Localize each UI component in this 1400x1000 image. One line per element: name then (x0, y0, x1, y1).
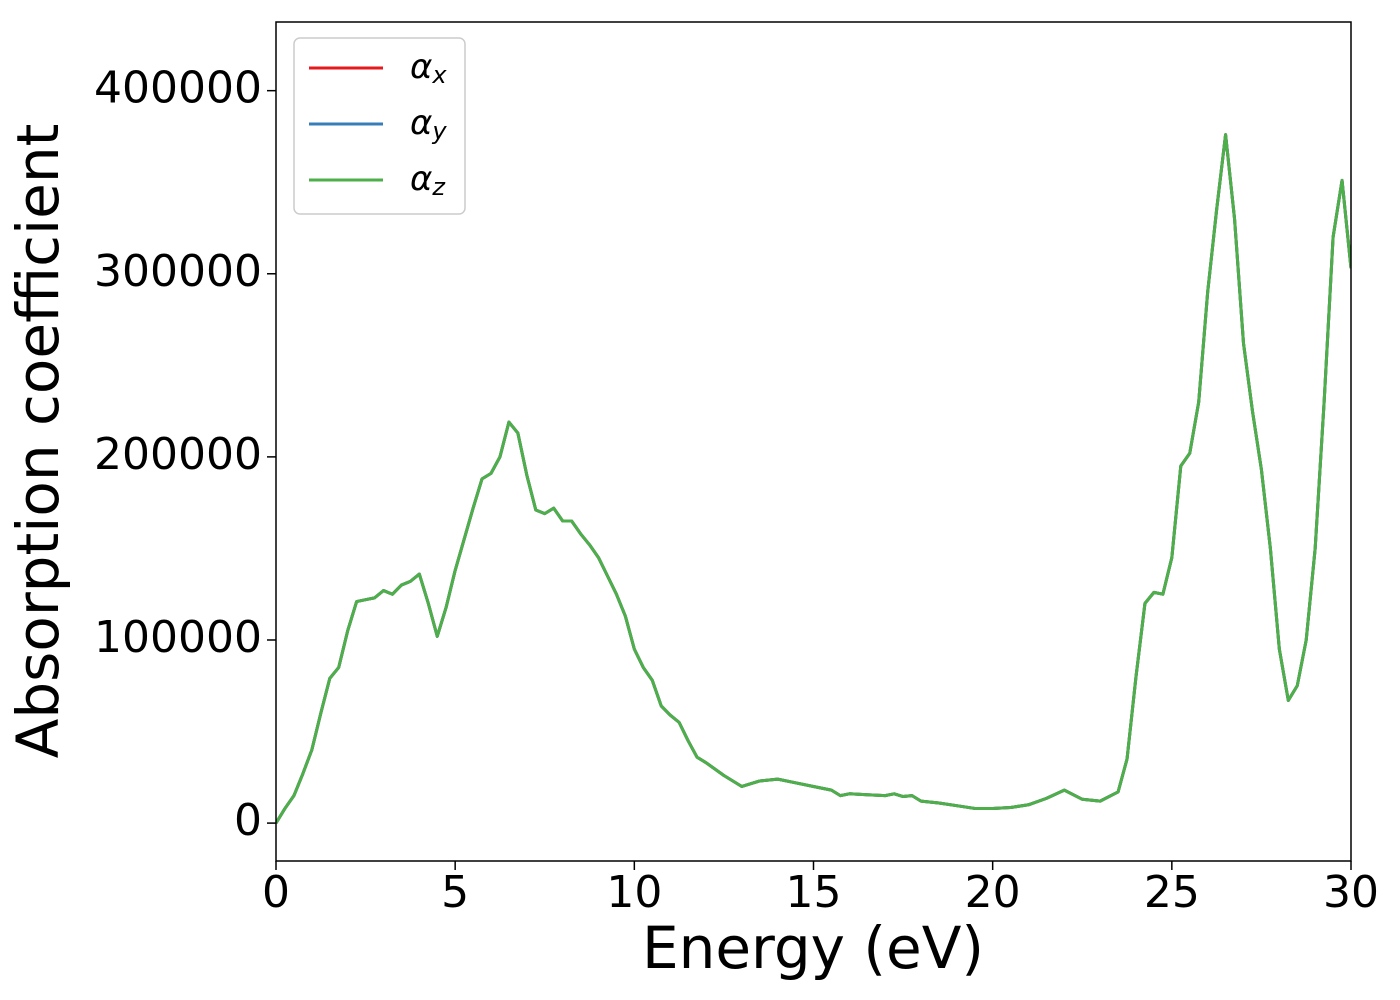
x-tick-label: 10 (606, 867, 662, 918)
x-tick-label: 5 (441, 867, 469, 918)
y-tick-label: 0 (234, 795, 262, 846)
y-tick-label: 300000 (94, 246, 262, 297)
x-tick-label: 25 (1144, 867, 1200, 918)
legend-label: αy (410, 103, 447, 146)
plot-frame (275, 21, 1352, 862)
x-tick-label: 20 (965, 867, 1021, 918)
x-tick-label: 0 (262, 867, 290, 918)
y-tick-label: 200000 (94, 429, 262, 480)
x-axis-label: Energy (eV) (642, 914, 984, 982)
legend-label: αx (410, 47, 447, 90)
x-tick-label: 15 (786, 867, 842, 918)
y-tick-label: 400000 (94, 63, 262, 114)
legend-label: αz (410, 159, 446, 202)
x-tick-label: 30 (1323, 867, 1379, 918)
y-axis-label: Absorption coefficient (4, 124, 72, 759)
line-series (276, 133, 1351, 824)
y-tick-label: 100000 (94, 612, 262, 663)
legend-box (293, 37, 466, 215)
